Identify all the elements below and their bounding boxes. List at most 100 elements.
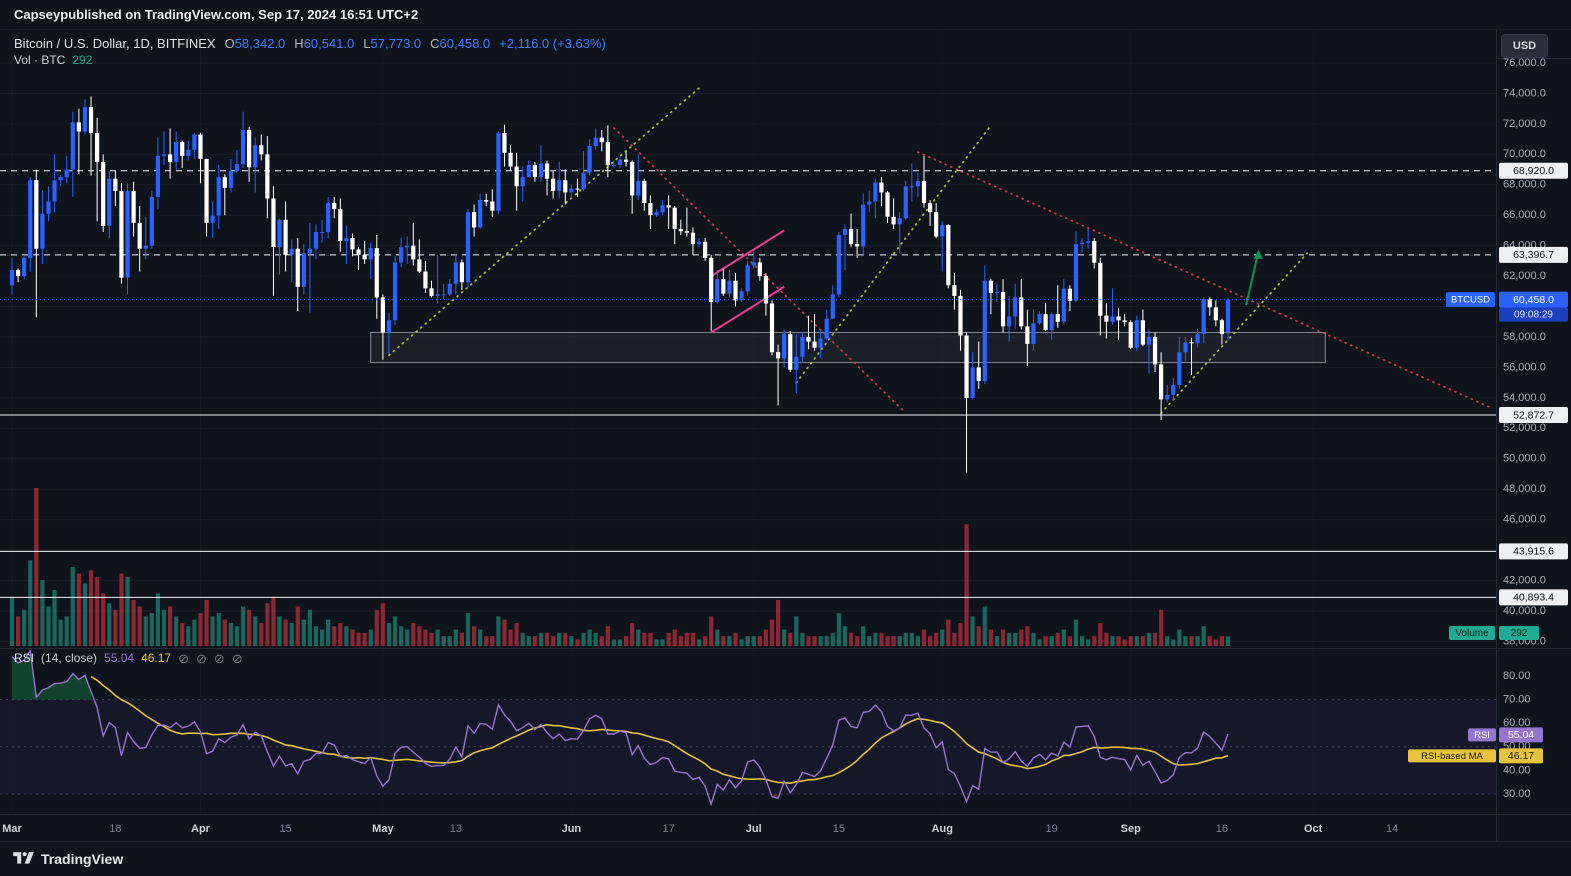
open-label: O bbox=[224, 36, 235, 51]
publish-banner: Capsey published on TradingView.com, Sep… bbox=[0, 0, 1571, 30]
time-axis[interactable]: Mar 18 Apr 15 May 13 Jun 17 Jul 15 Aug 19 Sep 16 Oct 14 bbox=[2, 823, 1398, 835]
price-line-label bbox=[1499, 246, 1568, 263]
volume-label[interactable]: Vol · BTC bbox=[14, 53, 66, 67]
svg-text:BTCUSD: BTCUSD bbox=[1451, 295, 1490, 306]
volume-value: 292 bbox=[72, 53, 93, 67]
svg-text:52,872.7: 52,872.7 bbox=[1513, 409, 1554, 421]
svg-text:RSI: RSI bbox=[1474, 730, 1490, 741]
price-line-label bbox=[1499, 589, 1568, 606]
svg-text:56,000.0: 56,000.0 bbox=[1503, 361, 1546, 373]
ohlc-low: L57,773.0 bbox=[363, 36, 421, 51]
svg-text:17: 17 bbox=[663, 823, 675, 835]
svg-text:18: 18 bbox=[109, 823, 121, 835]
svg-text:Mar: Mar bbox=[2, 823, 22, 835]
price-line-label bbox=[1499, 407, 1568, 424]
open-value: 58,342.0 bbox=[234, 36, 286, 51]
countdown-label bbox=[1499, 307, 1568, 322]
low-value: 57,773.0 bbox=[370, 36, 422, 51]
svg-text:68,920.0: 68,920.0 bbox=[1513, 165, 1554, 177]
svg-text:70.00: 70.00 bbox=[1503, 694, 1531, 706]
ohlc-close: C60,458.0 bbox=[430, 36, 490, 51]
symbol-tag bbox=[1446, 292, 1495, 308]
svg-text:80.00: 80.00 bbox=[1503, 670, 1531, 682]
rsi-value-label bbox=[1499, 727, 1543, 743]
symbol-legend: Bitcoin / U.S. Dollar, 1D, BITFINEX O58,… bbox=[14, 36, 606, 51]
rsi-band bbox=[0, 699, 1496, 795]
svg-text:46,000.0: 46,000.0 bbox=[1503, 514, 1546, 526]
grid-layer bbox=[0, 62, 1496, 642]
footer-bar: TradingView bbox=[0, 841, 1571, 876]
tradingview-logo-icon bbox=[13, 851, 34, 867]
currency-toggle-button[interactable]: USD bbox=[1501, 34, 1548, 58]
svg-text:14: 14 bbox=[1386, 823, 1398, 835]
rsi-value: 55.04 bbox=[104, 651, 135, 665]
svg-text:19: 19 bbox=[1046, 823, 1058, 835]
svg-text:72,000.0: 72,000.0 bbox=[1503, 118, 1546, 130]
change-value: +2,116.0 (+3.63%) bbox=[499, 36, 606, 51]
drawings-layer[interactable] bbox=[370, 87, 1491, 415]
close-label: C bbox=[430, 36, 440, 51]
svg-text:52,000.0: 52,000.0 bbox=[1503, 422, 1546, 434]
rsi-ma-line bbox=[90, 675, 1229, 785]
svg-text:70,000.0: 70,000.0 bbox=[1503, 148, 1546, 160]
svg-text:63,396.7: 63,396.7 bbox=[1513, 249, 1554, 261]
trendline bbox=[388, 87, 700, 357]
svg-text:66,000.0: 66,000.0 bbox=[1503, 209, 1546, 221]
svg-text:42,000.0: 42,000.0 bbox=[1503, 574, 1546, 586]
trendline bbox=[917, 151, 1491, 408]
high-value: 60,541.0 bbox=[303, 36, 355, 51]
svg-text:43,915.6: 43,915.6 bbox=[1513, 546, 1554, 558]
publish-info: published on TradingView.com, Sep 17, 20… bbox=[60, 7, 419, 22]
price-line-label bbox=[1499, 543, 1568, 560]
candles-layer bbox=[9, 96, 1231, 473]
ohlc-high: H60,541.0 bbox=[294, 36, 354, 51]
svg-text:48,000.0: 48,000.0 bbox=[1503, 483, 1546, 495]
svg-text:15: 15 bbox=[833, 823, 845, 835]
range-box bbox=[370, 331, 1326, 364]
rsi-params: (14, close) bbox=[41, 651, 98, 665]
trendline bbox=[795, 124, 992, 384]
tradingview-brand[interactable]: TradingView bbox=[41, 851, 124, 867]
svg-text:Volume: Volume bbox=[1455, 628, 1489, 639]
svg-text:Aug: Aug bbox=[932, 823, 953, 835]
svg-text:58,000.0: 58,000.0 bbox=[1503, 331, 1546, 343]
svg-text:60,458.0: 60,458.0 bbox=[1513, 294, 1554, 306]
volume-layer bbox=[9, 488, 1231, 646]
svg-text:68,000.0: 68,000.0 bbox=[1503, 179, 1546, 191]
arrow-drawing[interactable] bbox=[1245, 249, 1263, 306]
svg-text:Apr: Apr bbox=[191, 823, 211, 835]
svg-text:30.00: 30.00 bbox=[1503, 788, 1531, 800]
rsi-title[interactable]: RSI bbox=[14, 651, 35, 665]
scale-labels: 68,920.0 63,396.7 52,872.7 43,915.6 40,893.4… bbox=[1408, 162, 1568, 764]
svg-text:13: 13 bbox=[450, 823, 462, 835]
rsi-delete-icon[interactable]: ⊘ bbox=[213, 650, 225, 666]
svg-text:16: 16 bbox=[1216, 823, 1228, 835]
channel-line[interactable] bbox=[710, 285, 785, 334]
price-lines-layer[interactable] bbox=[0, 170, 1496, 598]
rsi-ma-value-label bbox=[1499, 748, 1543, 764]
svg-text:55.04: 55.04 bbox=[1508, 729, 1534, 741]
svg-text:46.17: 46.17 bbox=[1508, 750, 1534, 762]
rsi-more-icon[interactable]: ⊘ bbox=[231, 650, 243, 666]
volume-value-label bbox=[1499, 626, 1539, 640]
svg-text:60.00: 60.00 bbox=[1503, 717, 1531, 729]
svg-text:09:08:29: 09:08:29 bbox=[1514, 310, 1553, 321]
rsi-settings-icon[interactable]: ⊘ bbox=[196, 650, 207, 666]
svg-text:RSI-based MA: RSI-based MA bbox=[1421, 751, 1483, 762]
rsi-line bbox=[11, 650, 1229, 807]
svg-text:62,000.0: 62,000.0 bbox=[1503, 270, 1546, 282]
svg-text:40,000.0: 40,000.0 bbox=[1503, 605, 1546, 617]
pane-separators[interactable] bbox=[0, 30, 1571, 841]
svg-text:Jun: Jun bbox=[562, 823, 582, 835]
rsi-hide-icon[interactable]: ⊘ bbox=[178, 650, 190, 666]
low-label: L bbox=[363, 36, 371, 51]
symbol-title[interactable]: Bitcoin / U.S. Dollar, 1D, BITFINEX bbox=[14, 36, 216, 51]
rsi-legend: RSI (14, close) 55.04 46.17 ⊘ ⊘ ⊘ ⊘ bbox=[14, 651, 243, 665]
rsi-tag bbox=[1468, 728, 1496, 742]
rsi-ma-value: 46.17 bbox=[141, 651, 172, 665]
publish-author: Capsey bbox=[14, 7, 61, 22]
svg-text:40.00: 40.00 bbox=[1503, 764, 1531, 776]
trendline bbox=[1160, 252, 1308, 415]
